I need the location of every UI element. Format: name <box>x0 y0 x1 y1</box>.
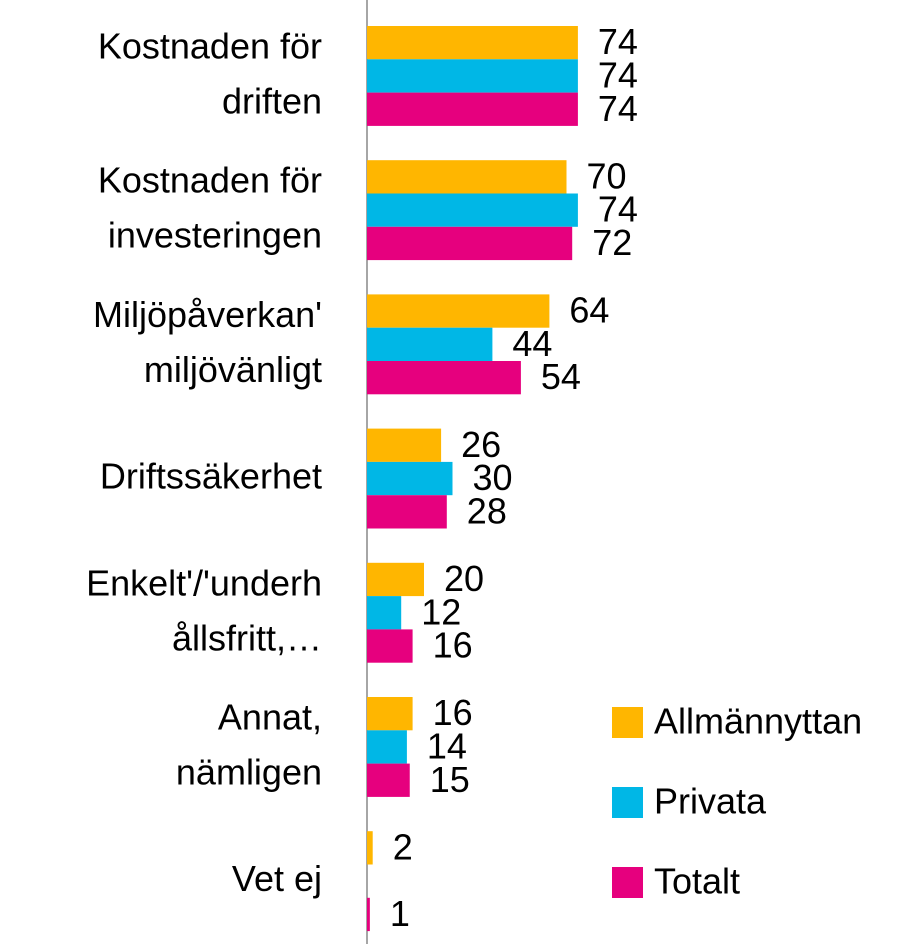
bar <box>367 763 410 797</box>
bar <box>367 897 370 932</box>
value-label: 28 <box>467 490 507 531</box>
bar <box>367 495 447 529</box>
bar <box>367 562 424 597</box>
bar <box>367 193 578 227</box>
legend-label: Totalt <box>654 861 740 902</box>
bar <box>367 730 407 764</box>
bar <box>367 831 373 865</box>
category-label: Annat, nämligen <box>176 696 322 792</box>
value-label: 15 <box>430 759 470 800</box>
category-label: Enkelt'/'underh ållsfritt,… <box>86 562 322 658</box>
value-label: 64 <box>569 290 609 331</box>
value-label: 2 <box>393 826 413 867</box>
value-label: 72 <box>592 222 632 263</box>
bar <box>367 26 578 60</box>
value-label: 26 <box>461 424 501 465</box>
bar <box>367 361 521 395</box>
value-label: 1 <box>390 893 410 934</box>
bar <box>367 629 413 663</box>
legend-swatch <box>612 787 643 818</box>
bar <box>367 160 567 194</box>
legend-label: Privata <box>654 781 767 822</box>
value-label: 74 <box>598 189 638 230</box>
legend-label: Allmännyttan <box>654 701 862 742</box>
value-label: 20 <box>444 558 484 599</box>
value-label: 16 <box>433 625 473 666</box>
value-label: 30 <box>473 457 513 498</box>
value-label: 74 <box>598 21 638 62</box>
category-label: Driftssäkerhet <box>100 455 322 496</box>
bar <box>367 596 402 630</box>
legend-swatch <box>612 867 643 898</box>
category-label: Vet ej <box>232 858 322 899</box>
value-label: 12 <box>421 591 461 632</box>
bar <box>367 226 573 261</box>
value-label: 70 <box>587 155 627 196</box>
value-label: 74 <box>598 54 638 95</box>
bar <box>367 697 413 731</box>
bar <box>367 92 578 126</box>
bar <box>367 461 453 496</box>
bar <box>367 294 550 328</box>
legend-swatch <box>612 707 643 738</box>
bar <box>367 428 442 462</box>
value-label: 74 <box>598 88 638 129</box>
value-label: 16 <box>433 692 473 733</box>
value-label: 14 <box>427 725 467 766</box>
bar <box>367 327 493 361</box>
value-label: 54 <box>541 356 581 397</box>
value-label: 44 <box>512 323 552 364</box>
category-label: Kostnaden för investeringen <box>98 159 322 255</box>
category-label: Kostnaden för driften <box>98 25 322 121</box>
bar <box>367 59 578 93</box>
category-label: Miljöpåverkan' miljövänligt <box>93 293 322 389</box>
